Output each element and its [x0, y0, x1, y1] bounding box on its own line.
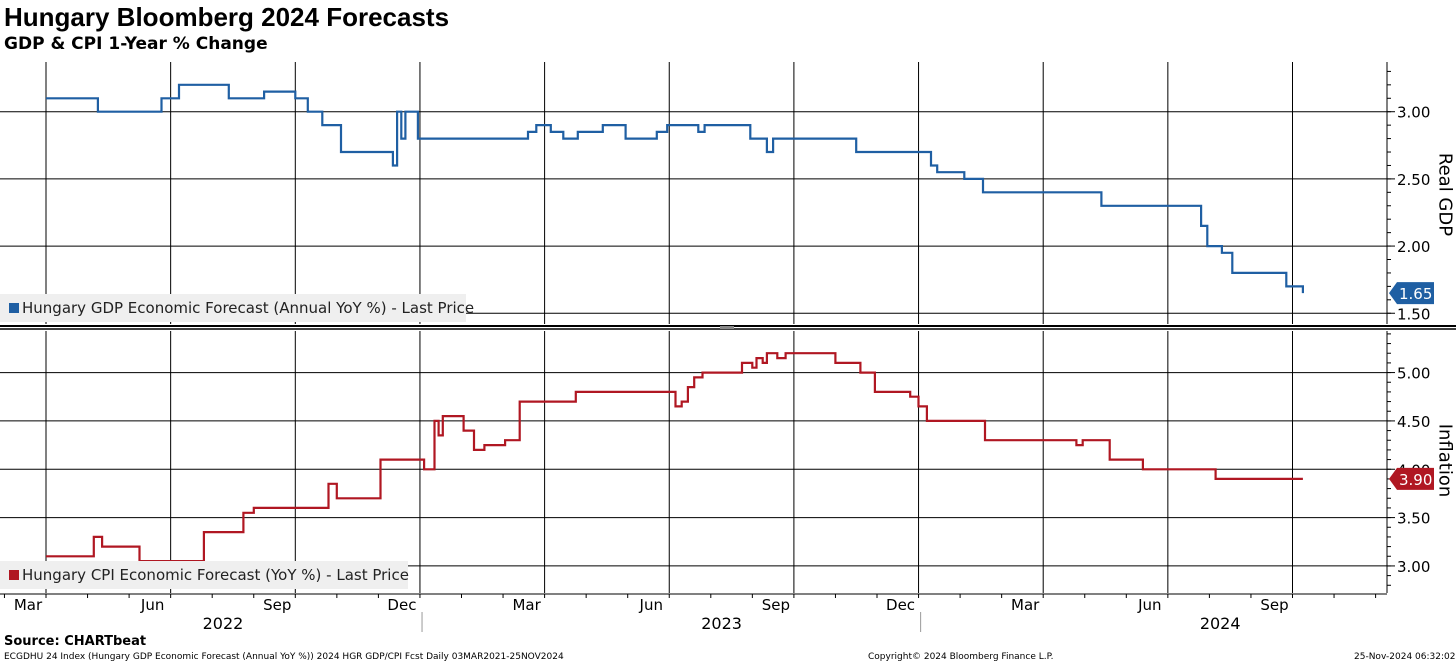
- footer-ticker-info: ECGDHU 24 Index (Hungary GDP Economic Fo…: [4, 652, 564, 662]
- y-tick-label: 2.00: [1397, 238, 1430, 256]
- x-tick-label: Dec: [886, 596, 915, 614]
- y-tick-label: 3.00: [1397, 104, 1430, 122]
- x-tick-label: Dec: [387, 596, 416, 614]
- legend-box: [0, 561, 408, 589]
- x-tick-label: Jun: [1137, 596, 1161, 614]
- legend-label: Hungary CPI Economic Forecast (YoY %) - …: [22, 566, 409, 584]
- y-tick-label: 5.00: [1397, 365, 1430, 383]
- cpi-axis-title: Inflation: [1434, 423, 1456, 498]
- chart-subtitle: GDP & CPI 1-Year % Change: [4, 34, 268, 54]
- panel-divider-handle: [720, 326, 734, 329]
- x-tick-label: Sep: [762, 596, 790, 614]
- y-tick-label: 1.50: [1397, 305, 1430, 323]
- footer-copyright: Copyright© 2024 Bloomberg Finance L.P.: [868, 652, 1054, 662]
- x-tick-label: Sep: [1260, 596, 1288, 614]
- x-tick-label: Sep: [263, 596, 291, 614]
- x-tick-label: Mar: [512, 596, 541, 614]
- gdp-series-line: [46, 83, 1304, 294]
- legend-label: Hungary GDP Economic Forecast (Annual Yo…: [22, 299, 474, 317]
- last-value-marker: [1389, 467, 1434, 490]
- y-tick-label: 3.00: [1397, 558, 1430, 576]
- y-tick-label: 3.50: [1397, 510, 1430, 528]
- last-value-label: 1.65: [1399, 285, 1432, 303]
- x-tick-label: Mar: [14, 596, 43, 614]
- year-label: 2023: [701, 614, 742, 633]
- x-axis: Mar Jun Sep Dec Mar Jun Sep Dec Mar Jun Sep 2022 202…: [0, 593, 1387, 633]
- legend-swatch: [9, 570, 19, 580]
- last-value-label: 3.90: [1399, 471, 1432, 489]
- footer-timestamp: 25-Nov-2024 06:32:02: [1354, 652, 1456, 662]
- source-note: Source: CHARTbeat: [4, 634, 147, 649]
- x-tick-label: Mar: [1011, 596, 1040, 614]
- legend-box: [0, 294, 466, 322]
- y-tick-label: 4.50: [1397, 413, 1430, 431]
- legend-swatch: [9, 303, 19, 313]
- x-tick-label: Jun: [639, 596, 663, 614]
- x-tick-label: Jun: [140, 596, 164, 614]
- y-tick-label: 2.50: [1397, 171, 1430, 189]
- year-label: 2024: [1200, 614, 1241, 633]
- gdp-axis-title: Real GDP: [1434, 152, 1456, 237]
- cpi-series-line: [46, 352, 1303, 563]
- year-label: 2022: [203, 614, 244, 633]
- gdp-panel: 1.50 2.00 2.50 3.00 1.65 Hungary GDP Economic…: [0, 62, 1434, 324]
- last-value-marker: [1389, 282, 1434, 305]
- chart-title: Hungary Bloomberg 2024 Forecasts: [4, 2, 450, 32]
